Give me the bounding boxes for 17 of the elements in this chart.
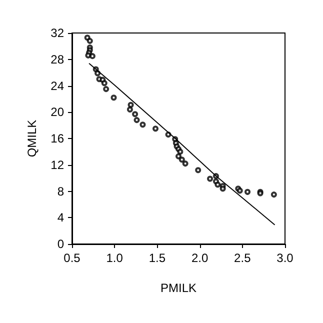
x-tick-label: 0.5 [64,251,81,265]
y-tick-label: 28 [50,52,64,66]
x-tick-label: 1.0 [106,251,124,265]
x-tick-label: 3.0 [276,251,294,265]
x-tick-label: 2.5 [234,251,252,265]
y-tick-label: 20 [50,105,64,120]
x-tick-label: 2.0 [191,251,208,265]
y-tick-label: 8 [57,184,64,198]
y-tick-label: 32 [50,26,64,40]
y-tick-label: 12 [50,158,64,172]
x-tick-label: 1.5 [148,251,166,265]
y-tick-label: 4 [57,210,64,225]
y-tick-label: 24 [50,78,64,93]
y-tick-label: 16 [50,132,64,146]
x-axis-title: PMILK [160,281,197,295]
y-tick-label: 0 [57,237,64,251]
y-axis-title: QMILK [25,120,39,158]
